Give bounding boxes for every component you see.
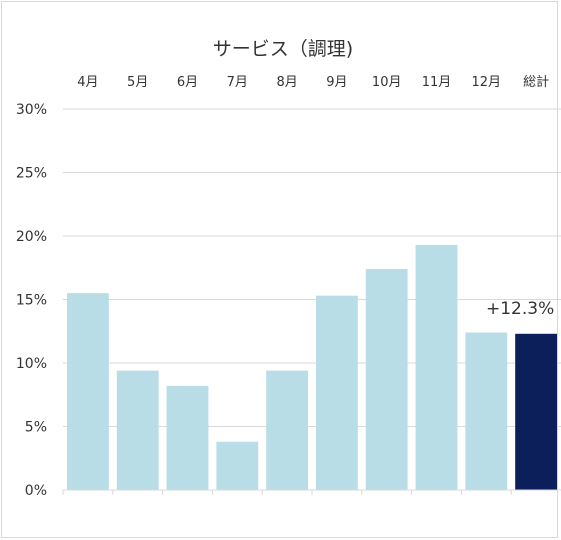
chart-title: サービス（調理) — [213, 38, 353, 60]
category-label: 12月 — [472, 75, 502, 90]
category-labels: 4月 5月 6月 7月 8月 9月 10月 11月 12月 総計 — [77, 74, 549, 90]
bar — [216, 441, 259, 490]
bar-total — [515, 333, 558, 490]
category-label: 5月 — [127, 75, 148, 90]
y-tick-label: 30% — [16, 102, 47, 118]
bars — [66, 244, 558, 490]
category-label: 6月 — [177, 75, 198, 90]
y-tick-label: 0% — [25, 483, 47, 499]
category-label: 7月 — [227, 75, 248, 90]
category-label: 4月 — [77, 75, 98, 90]
y-axis-ticks: 0% 5% 10% 15% 20% 25% 30% — [16, 102, 47, 499]
bar — [66, 293, 109, 490]
category-label: 10月 — [372, 75, 402, 90]
bar — [415, 244, 458, 490]
y-tick-label: 25% — [16, 166, 47, 182]
category-label: 総計 — [523, 74, 549, 90]
x-axis — [62, 489, 561, 495]
y-tick-label: 5% — [25, 420, 47, 436]
y-tick-label: 15% — [16, 293, 47, 309]
bar — [266, 370, 309, 490]
bar — [315, 295, 358, 490]
category-label: 9月 — [326, 75, 347, 90]
y-tick-label: 10% — [16, 356, 47, 372]
bar — [465, 332, 508, 490]
category-label: 11月 — [422, 75, 452, 90]
bar — [166, 385, 209, 490]
category-label: 8月 — [276, 75, 297, 90]
bar — [116, 370, 159, 490]
y-tick-label: 20% — [16, 229, 47, 245]
bar — [365, 269, 408, 490]
data-label-total: +12.3% — [486, 299, 554, 319]
